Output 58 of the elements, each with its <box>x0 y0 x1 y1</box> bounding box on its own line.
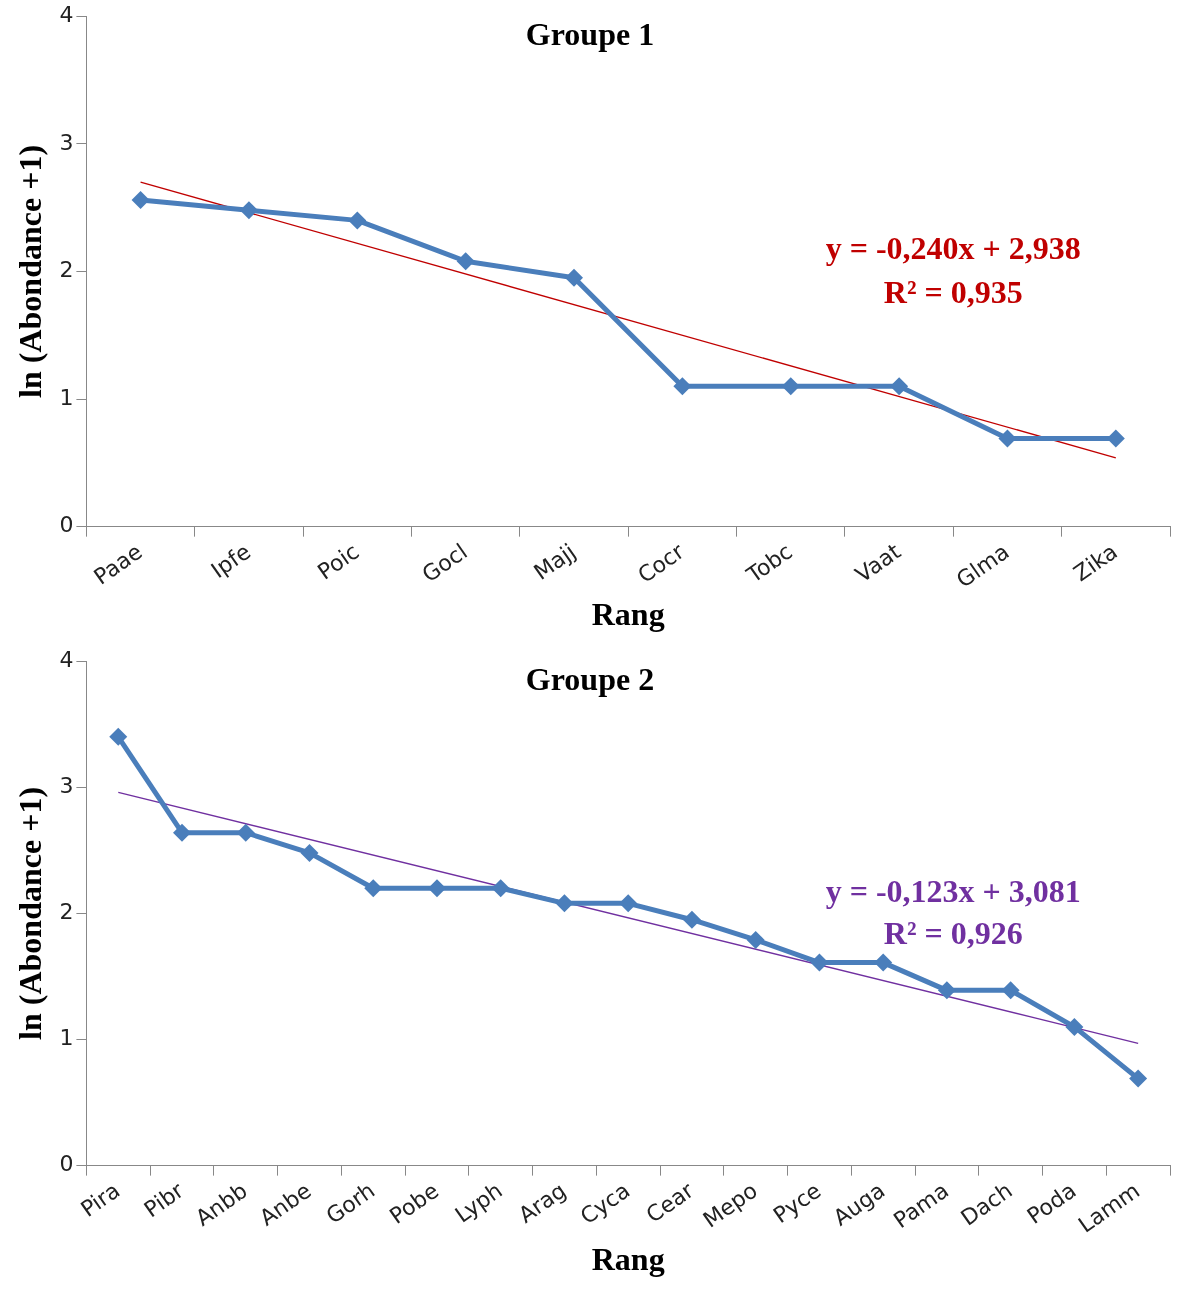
point <box>236 823 255 842</box>
point <box>890 377 909 396</box>
x-tick-label: Pibr <box>139 1177 189 1223</box>
point <box>109 727 128 746</box>
point <box>239 201 258 220</box>
point <box>348 211 367 230</box>
x-tick-label: Majj <box>529 538 581 585</box>
point <box>673 377 692 396</box>
point <box>491 879 510 898</box>
annotation: R² = 0,926 <box>883 915 1023 952</box>
x-tick-label: Vaat <box>850 538 906 588</box>
x-tick-label: Pyce <box>768 1177 826 1228</box>
x-axis-title: Rang <box>591 596 665 633</box>
x-tick-label: Gorh <box>321 1177 380 1229</box>
x-tick-label: Cear <box>641 1177 699 1228</box>
x-tick-label: Cyca <box>575 1177 635 1230</box>
x-tick-label: Pira <box>76 1177 125 1222</box>
x-tick-label: Ipfe <box>206 538 256 584</box>
point <box>682 910 701 929</box>
y-tick-label: 1 <box>59 384 74 410</box>
point <box>874 953 893 972</box>
annotation: R² = 0,935 <box>883 273 1023 310</box>
x-tick-label: Poic <box>312 538 364 585</box>
x-tick-label: Lyph <box>450 1177 507 1228</box>
y-tick-label: 3 <box>59 773 74 799</box>
point <box>131 190 150 209</box>
point <box>456 252 475 271</box>
point <box>1065 1017 1084 1036</box>
point <box>555 894 574 913</box>
chart-title: Groupe 1 <box>525 16 655 53</box>
y-axis-title: ln (Abondance +1) <box>12 144 49 398</box>
annotation: y = -0,123x + 3,081 <box>825 872 1081 909</box>
point <box>1001 981 1020 1000</box>
x-tick-label: Zika <box>1069 538 1122 587</box>
point <box>619 894 638 913</box>
y-tick-label: 4 <box>59 1 74 27</box>
x-tick-label: Tobc <box>741 538 797 589</box>
annotation: y = -0,240x + 2,938 <box>825 230 1081 267</box>
y-tick-label: 0 <box>59 1151 74 1177</box>
y-tick-label: 1 <box>59 1025 74 1051</box>
point <box>937 981 956 1000</box>
x-axis-title: Rang <box>591 1241 665 1278</box>
point <box>746 930 765 949</box>
y-tick-label: 2 <box>59 257 74 283</box>
x-tick-label: Gocl <box>417 538 472 588</box>
y-axis-title: ln (Abondance +1) <box>12 786 49 1040</box>
point <box>1129 1069 1148 1088</box>
chart-title: Groupe 2 <box>525 661 655 698</box>
point <box>364 879 383 898</box>
point <box>565 268 584 287</box>
point <box>781 377 800 396</box>
x-tick-label: Paae <box>89 538 147 590</box>
y-tick-label: 4 <box>59 646 74 672</box>
y-tick-label: 0 <box>59 512 74 538</box>
x-tick-label: Cocr <box>633 538 690 588</box>
y-tick-label: 3 <box>59 129 74 155</box>
point <box>300 843 319 862</box>
y-tick-label: 2 <box>59 899 74 925</box>
